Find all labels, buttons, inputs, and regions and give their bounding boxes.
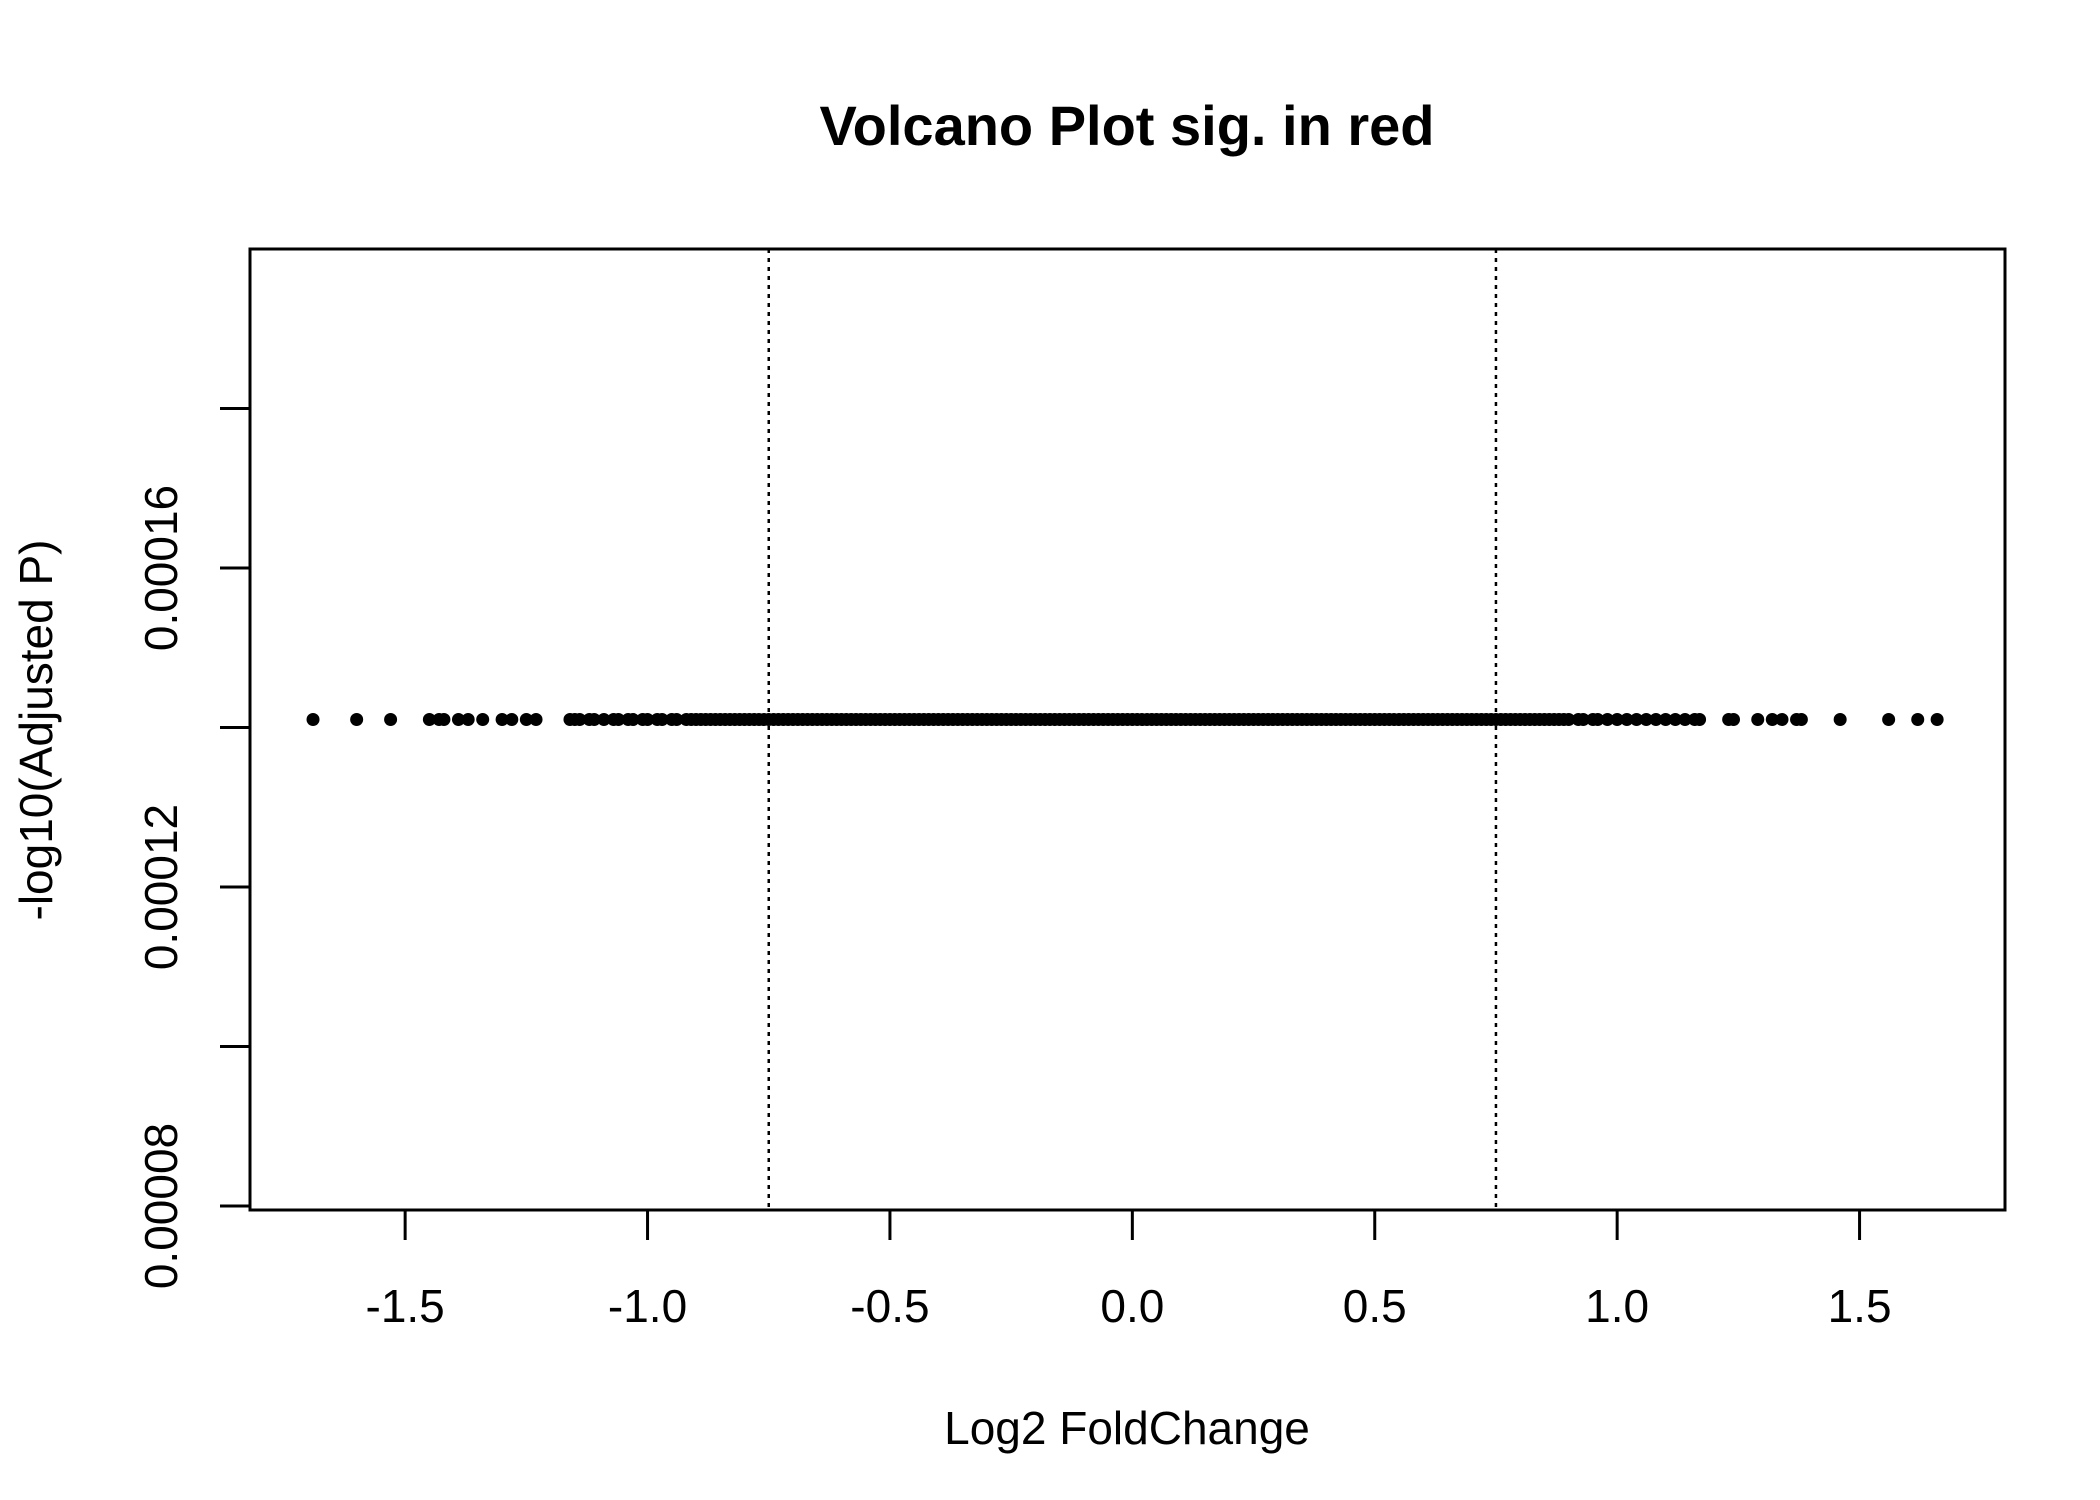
data-point [655,713,669,727]
data-point [597,713,611,727]
data-point [505,713,519,727]
data-point [1576,713,1590,727]
data-point [1765,713,1779,727]
data-point [1794,713,1808,727]
x-tick-label-6: 1.5 [1828,1280,1892,1332]
x-tick-label-1: -1.0 [608,1280,687,1332]
x-axis-label: Log2 FoldChange [944,1402,1310,1454]
data-point [1591,713,1605,727]
y-tick-label-0: 0.00008 [135,1123,187,1289]
x-tick-label-2: -0.5 [850,1280,929,1332]
data-point [495,713,509,727]
data-point [384,713,398,727]
x-tick-label-4: 0.5 [1343,1280,1407,1332]
data-point [437,713,451,727]
x-tick-label-3: 0.0 [1100,1280,1164,1332]
data-point [626,713,640,727]
y-tick-label-4: 0.00016 [135,485,187,651]
data-point [1911,713,1925,727]
data-point [670,713,684,727]
data-point [1610,713,1624,727]
data-point [1668,713,1682,727]
data-point [1562,713,1576,727]
data-point [476,713,490,727]
data-point [1727,713,1741,727]
data-point [451,713,465,727]
data-point [587,713,601,727]
data-point [1678,713,1692,727]
x-tick-label-5: 1.0 [1585,1280,1649,1332]
data-point [1600,713,1614,727]
data-point [350,713,364,727]
y-axis-label: -log10(Adjusted P) [10,540,62,921]
reference-lines [767,249,1498,1210]
y-axis: 0.00008 0.00012 0.00016 [135,407,252,1289]
data-point [1620,713,1634,727]
data-point [1630,713,1644,727]
y-tick-label-2: 0.00012 [135,804,187,970]
x-axis: -1.5 -1.0 -0.5 0.0 0.5 1.0 1.5 [366,1208,1892,1332]
data-point [611,713,625,727]
data-point [1693,713,1707,727]
data-point [1639,713,1653,727]
chart-title: Volcano Plot sig. in red [819,94,1434,157]
data-point [641,713,655,727]
plot-frame [248,247,2007,1212]
data-point [1775,713,1789,727]
data-point [461,713,475,727]
data-point [573,713,587,727]
data-points [306,713,1944,727]
data-point [1833,713,1847,727]
data-point [1882,713,1896,727]
data-point [1659,713,1673,727]
data-point [1751,713,1765,727]
data-point [422,713,436,727]
data-point [519,713,533,727]
data-point [306,713,320,727]
data-point [529,713,543,727]
data-point [1649,713,1663,727]
x-tick-label-0: -1.5 [366,1280,445,1332]
data-point [1930,713,1944,727]
